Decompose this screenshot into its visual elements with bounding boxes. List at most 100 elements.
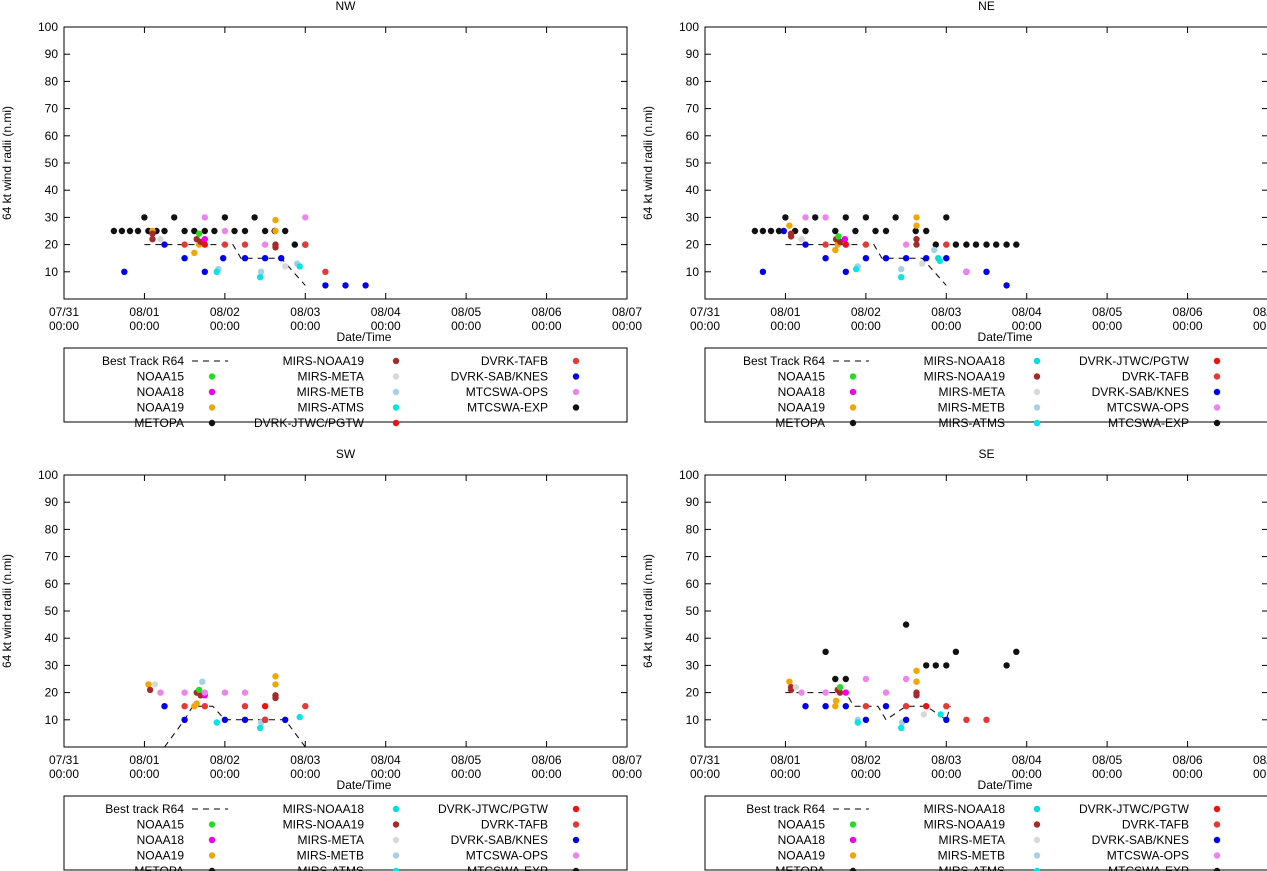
data-point (822, 214, 829, 221)
data-point (842, 241, 849, 248)
data-point (792, 684, 800, 691)
x-tick-label: 00:00 (1173, 319, 1203, 333)
data-point (241, 255, 249, 262)
data-point (943, 703, 950, 710)
legend-label: MIRS-META (939, 833, 1005, 847)
legend-marker (392, 373, 400, 380)
x-tick-label: 08/04 (1012, 305, 1042, 319)
legend-marker (392, 867, 400, 871)
data-point (983, 268, 990, 275)
legend-label: NOAA19 (137, 401, 185, 415)
legend-marker (1213, 419, 1221, 427)
x-tick-label: 00:00 (210, 319, 240, 333)
plot-frame (63, 26, 628, 300)
x-tick-label: 00:00 (290, 319, 320, 333)
legend-marker (849, 836, 857, 844)
data-point (931, 246, 938, 254)
data-point (291, 241, 298, 248)
data-point (902, 716, 910, 723)
data-point (296, 263, 303, 270)
data-point (362, 282, 369, 289)
x-tick-label: 08/04 (371, 753, 401, 767)
legend-label: MIRS-META (939, 385, 1005, 399)
data-point (342, 282, 349, 289)
data-point (832, 227, 839, 235)
data-point (913, 222, 920, 229)
legend-label: DVRK-TAFB (481, 818, 548, 832)
data-point (862, 716, 870, 723)
data-point (932, 662, 939, 669)
legend-label: MIRS-NOAA18 (924, 802, 1006, 816)
data-point (241, 241, 249, 248)
legend-marker (392, 404, 400, 411)
data-point (782, 214, 789, 221)
legend-marker (1033, 404, 1041, 411)
data-point (862, 241, 870, 248)
data-point (952, 241, 960, 248)
y-tick-label: 60 (686, 129, 700, 143)
data-point (272, 216, 279, 224)
data-point (787, 230, 795, 237)
legend-marker (849, 852, 857, 859)
legend-label: Best Track R64 (102, 354, 184, 368)
legend-label: MIRS-METB (297, 849, 364, 863)
data-point (759, 227, 767, 235)
best-track-line (785, 244, 947, 286)
legend-label: MIRS-NOAA19 (924, 370, 1006, 384)
data-point (923, 227, 930, 235)
y-tick-label: 90 (686, 47, 700, 61)
data-point (272, 227, 279, 235)
data-point (221, 227, 229, 235)
legend-marker (208, 821, 216, 828)
y-tick-label: 30 (45, 210, 59, 224)
legend-marker (1213, 867, 1221, 871)
legend-label: MIRS-NOAA18 (924, 354, 1006, 368)
data-point (261, 255, 269, 262)
legend-label: MTCSWA-OPS (1107, 401, 1189, 415)
y-tick-label: 80 (45, 74, 59, 88)
y-tick-label: 80 (686, 522, 700, 536)
y-tick-label: 100 (38, 468, 58, 482)
x-tick-label: 08/02 (851, 305, 881, 319)
legend-marker (208, 867, 216, 871)
legend-label: MIRS-METB (938, 401, 1005, 415)
x-axis-label: Date/Time (978, 330, 1033, 344)
legend-label: DVRK-TAFB (1122, 818, 1189, 832)
legend-marker (1033, 388, 1041, 396)
legend-marker (392, 852, 400, 859)
legend-label: Best track R64 (746, 802, 825, 816)
panel-ne: NE10090807060504030201007/3100:0008/0100… (641, 0, 1267, 430)
plot-frame (704, 474, 1267, 748)
x-tick-label: 00:00 (690, 319, 720, 333)
data-point (261, 241, 269, 248)
legend-marker (572, 821, 580, 828)
data-point (852, 227, 859, 235)
data-point (141, 214, 148, 221)
legend-marker (572, 373, 580, 380)
data-point (181, 703, 188, 710)
data-point (943, 241, 950, 248)
data-point (932, 241, 939, 248)
y-tick-label: 70 (45, 550, 59, 564)
data-point (181, 227, 188, 235)
legend-marker (572, 867, 580, 871)
legend-label: MTCSWA-OPS (466, 849, 548, 863)
data-point (231, 227, 238, 235)
legend-marker (392, 419, 400, 427)
data-point (181, 255, 188, 262)
legend-label: NOAA19 (778, 849, 826, 863)
legend-label: MIRS-NOAA19 (283, 354, 365, 368)
data-point (322, 268, 329, 275)
legend-label: Best Track R64 (743, 354, 825, 368)
x-tick-label: 00:00 (770, 767, 800, 781)
data-point (296, 713, 303, 721)
data-point (195, 686, 203, 694)
data-point (257, 274, 264, 281)
data-point (963, 241, 970, 248)
data-point (862, 675, 870, 683)
legend-label: DVRK-SAB/KNES (451, 370, 548, 384)
legend-marker (572, 805, 580, 813)
y-tick-label: 60 (686, 577, 700, 591)
data-point (201, 214, 208, 221)
x-tick-label: 08/01 (129, 305, 159, 319)
